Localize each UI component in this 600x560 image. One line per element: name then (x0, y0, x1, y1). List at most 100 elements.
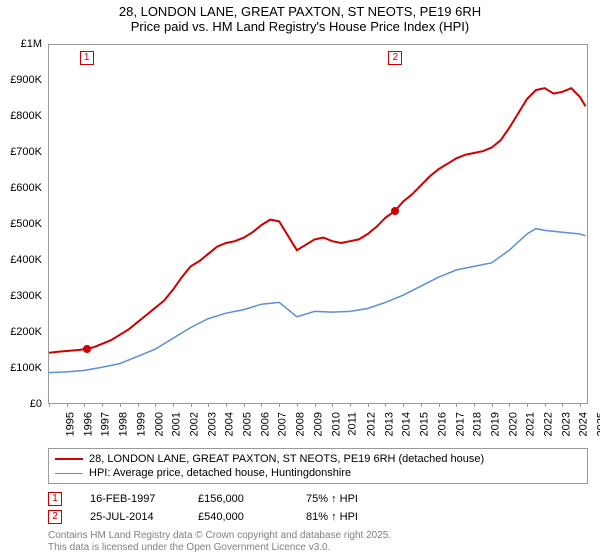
x-tick-label: 2018 (472, 412, 484, 436)
x-tick-label: 2003 (206, 412, 218, 436)
sale-row: 225-JUL-2014£540,00081% ↑ HPI (48, 508, 588, 526)
x-tick-label: 2001 (171, 412, 183, 436)
x-tick (84, 403, 85, 407)
x-tick (545, 403, 546, 407)
x-tick-label: 2012 (365, 412, 377, 436)
x-tick (191, 403, 192, 407)
y-tick-label: £200K (10, 326, 42, 338)
x-tick-label: 2005 (242, 412, 254, 436)
legend-row: 28, LONDON LANE, GREAT PAXTON, ST NEOTS,… (55, 452, 581, 466)
x-tick (261, 403, 262, 407)
y-tick-label: £800K (10, 110, 42, 122)
x-tick (421, 403, 422, 407)
legend: 28, LONDON LANE, GREAT PAXTON, ST NEOTS,… (48, 448, 588, 484)
x-tick-label: 2024 (578, 412, 590, 436)
footnote-line1: Contains HM Land Registry data © Crown c… (48, 530, 391, 542)
y-tick-label: £500K (10, 218, 42, 230)
x-tick (385, 403, 386, 407)
x-tick-label: 1996 (82, 412, 94, 436)
x-tick-label: 2000 (153, 412, 165, 436)
x-tick (439, 403, 440, 407)
x-tick (297, 403, 298, 407)
x-tick (580, 403, 581, 407)
x-tick-label: 2002 (188, 412, 200, 436)
x-tick (138, 403, 139, 407)
series-hpi (49, 229, 586, 373)
x-tick-label: 2007 (277, 412, 289, 436)
sale-pct: 75% ↑ HPI (306, 493, 406, 505)
x-tick (562, 403, 563, 407)
y-tick-label: £300K (10, 290, 42, 302)
plot-area: 12 (48, 44, 588, 404)
y-tick-label: £700K (10, 146, 42, 158)
legend-label: 28, LONDON LANE, GREAT PAXTON, ST NEOTS,… (89, 453, 484, 465)
x-tick-label: 2023 (560, 412, 572, 436)
x-tick-label: 2010 (330, 412, 342, 436)
y-tick-label: £0 (30, 398, 42, 410)
x-tick-label: 2004 (224, 412, 236, 436)
x-tick-label: 2014 (401, 412, 413, 436)
chart-container: 28, LONDON LANE, GREAT PAXTON, ST NEOTS,… (0, 0, 600, 560)
footnote-line2: This data is licensed under the Open Gov… (48, 542, 391, 554)
footnote: Contains HM Land Registry data © Crown c… (48, 530, 391, 554)
x-tick-label: 1997 (100, 412, 112, 436)
x-tick-label: 2009 (312, 412, 324, 436)
x-tick-label: 2025 (596, 412, 600, 436)
sale-dot-2 (391, 207, 399, 215)
title-address: 28, LONDON LANE, GREAT PAXTON, ST NEOTS,… (0, 4, 600, 19)
x-tick-label: 2019 (489, 412, 501, 436)
x-tick (350, 403, 351, 407)
x-tick-label: 2021 (525, 412, 537, 436)
x-tick (315, 403, 316, 407)
y-tick-label: £900K (10, 74, 42, 86)
x-tick (403, 403, 404, 407)
x-tick-label: 1995 (64, 412, 76, 436)
x-tick-label: 2022 (543, 412, 555, 436)
x-tick (509, 403, 510, 407)
x-tick (279, 403, 280, 407)
sale-pct: 81% ↑ HPI (306, 511, 406, 523)
chart-area: 12 (48, 44, 588, 404)
sale-date: 16-FEB-1997 (70, 493, 190, 505)
x-tick-label: 1999 (135, 412, 147, 436)
legend-label: HPI: Average price, detached house, Hunt… (89, 467, 351, 479)
sale-marker-2: 2 (388, 51, 402, 65)
legend-swatch (55, 473, 83, 474)
sale-date: 25-JUL-2014 (70, 511, 190, 523)
x-tick-label: 2020 (507, 412, 519, 436)
x-tick-label: 2015 (419, 412, 431, 436)
y-tick-label: £600K (10, 182, 42, 194)
x-tick (67, 403, 68, 407)
x-tick-label: 2016 (436, 412, 448, 436)
legend-swatch (55, 458, 83, 460)
x-tick (456, 403, 457, 407)
legend-row: HPI: Average price, detached house, Hunt… (55, 466, 581, 480)
title-subtitle: Price paid vs. HM Land Registry's House … (0, 19, 600, 34)
x-tick-label: 2011 (347, 412, 359, 436)
x-tick (49, 403, 50, 407)
x-tick-label: 2013 (383, 412, 395, 436)
series-svg (49, 45, 589, 405)
x-tick (155, 403, 156, 407)
y-axis-labels: £0£100K£200K£300K£400K£500K£600K£700K£80… (0, 44, 46, 404)
y-tick-label: £100K (10, 362, 42, 374)
sale-marker-1: 1 (80, 51, 94, 65)
title-block: 28, LONDON LANE, GREAT PAXTON, ST NEOTS,… (0, 0, 600, 36)
x-tick-label: 1998 (118, 412, 130, 436)
y-tick-label: £400K (10, 254, 42, 266)
x-tick (368, 403, 369, 407)
x-tick-label: 2006 (259, 412, 271, 436)
series-price_paid (49, 88, 586, 353)
x-tick (226, 403, 227, 407)
sale-price: £540,000 (198, 511, 298, 523)
x-tick-label: 2008 (295, 412, 307, 436)
x-tick (492, 403, 493, 407)
sale-row: 116-FEB-1997£156,00075% ↑ HPI (48, 490, 588, 508)
sale-dot-1 (83, 345, 91, 353)
x-tick (208, 403, 209, 407)
x-tick (527, 403, 528, 407)
x-tick (173, 403, 174, 407)
x-tick (120, 403, 121, 407)
x-tick (244, 403, 245, 407)
x-tick (474, 403, 475, 407)
